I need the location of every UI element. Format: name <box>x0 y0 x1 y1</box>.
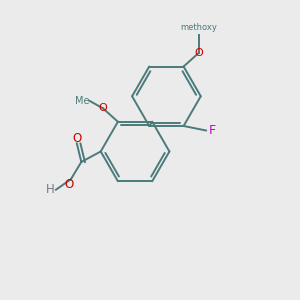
Text: O: O <box>99 103 107 113</box>
Text: Me: Me <box>75 96 89 106</box>
Text: methoxy: methoxy <box>180 23 217 32</box>
Text: H: H <box>46 183 55 196</box>
Text: O: O <box>72 132 82 145</box>
Text: F: F <box>208 124 215 137</box>
Text: O: O <box>65 178 74 191</box>
Text: O: O <box>194 48 203 58</box>
